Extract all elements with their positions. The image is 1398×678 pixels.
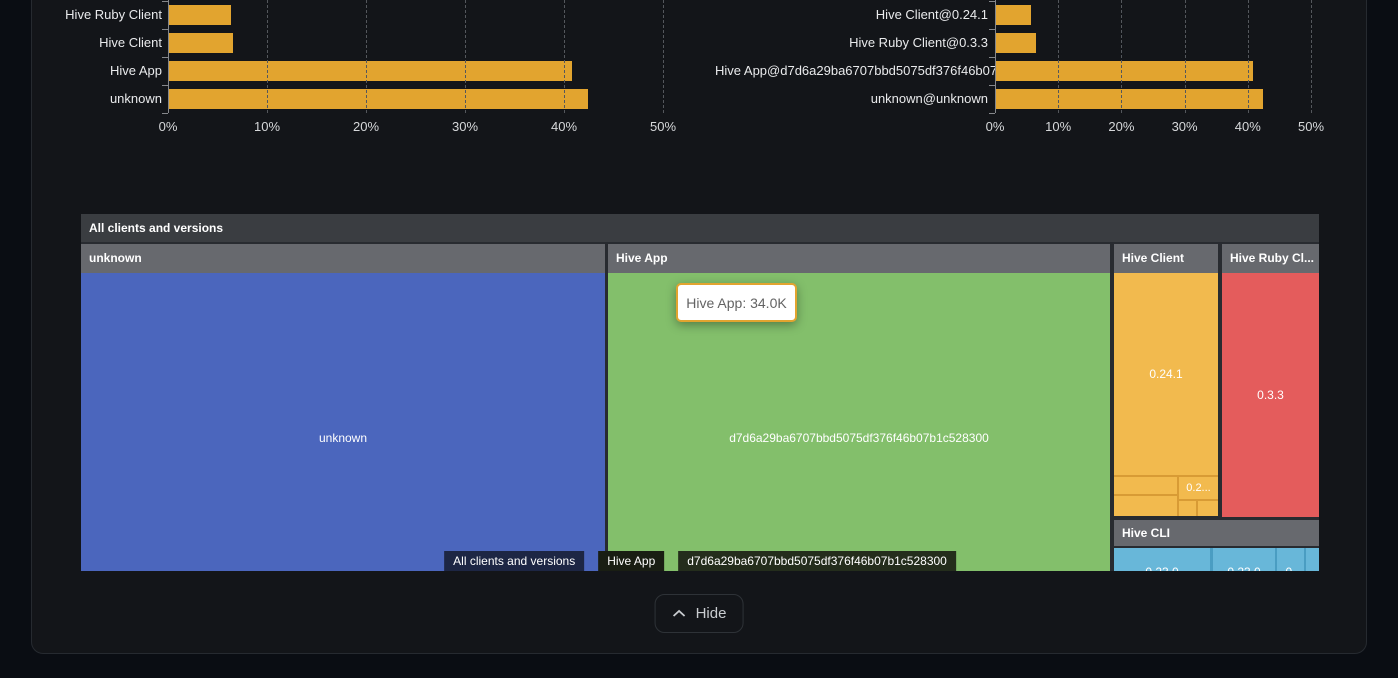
bar[interactable] — [169, 61, 572, 81]
y-axis-line — [995, 0, 996, 113]
treemap-section-header[interactable]: Hive CLI — [1114, 520, 1319, 546]
treemap-section-hive-app: Hive App d7d6a29ba6707bbd5075df376f46b07… — [608, 244, 1110, 571]
bar[interactable] — [996, 5, 1031, 25]
gridline — [564, 0, 565, 113]
x-tick-label: 30% — [451, 119, 479, 134]
category-label: Hive Client — [99, 35, 162, 50]
category-label: unknown@unknown — [870, 91, 988, 106]
bar[interactable] — [996, 61, 1253, 81]
treemap-section-hive-client: Hive Client 0.24.1 0.2... — [1114, 244, 1218, 516]
axis-tick — [989, 1, 995, 2]
treemap-section-unknown: unknown unknown — [81, 244, 605, 571]
treemap-cell-small[interactable] — [1179, 501, 1196, 516]
axis-tick — [162, 29, 168, 30]
bar[interactable] — [169, 33, 234, 53]
x-tick-label: 0% — [158, 119, 178, 134]
axis-tick — [162, 1, 168, 2]
chevron-right-icon — [585, 551, 597, 571]
x-tick-label: 10% — [1045, 119, 1072, 134]
x-tick-label: 40% — [1234, 119, 1261, 134]
axis-tick — [989, 57, 995, 58]
axis-tick — [989, 85, 995, 86]
x-tick-label: 30% — [1171, 119, 1198, 134]
treemap-cell-0230[interactable]: 0.23.0 — [1114, 548, 1210, 571]
category-label: unknown — [109, 91, 162, 106]
tooltip: Hive App: 34.0K — [676, 283, 797, 322]
breadcrumb: All clients and versions Hive App d7d6a2… — [444, 551, 956, 571]
x-tick-label: 0% — [985, 119, 1005, 134]
treemap-section-hive-ruby-client: Hive Ruby Cl... 0.3.3 — [1222, 244, 1319, 517]
bar[interactable] — [996, 89, 1263, 109]
treemap-level-header[interactable]: All clients and versions — [81, 214, 1319, 242]
x-tick-label: 50% — [1297, 119, 1325, 134]
gridline — [465, 0, 466, 113]
gridline — [1184, 0, 1186, 113]
treemap-section-header[interactable]: Hive Ruby Cl... — [1222, 244, 1319, 273]
axis-tick — [162, 57, 168, 58]
tooltip-text: Hive App: 34.0K — [686, 294, 787, 311]
plot-area: 0% 10% 20% 30% 40% 50% — [159, 0, 676, 140]
gridline — [267, 0, 268, 113]
treemap-section-hive-cli: Hive CLI 0.23.0 0.23.0 0. — [1114, 520, 1319, 571]
category-label: Hive App — [109, 63, 162, 78]
category-label: Hive Client@0.24.1 — [875, 7, 988, 22]
gridline — [1247, 0, 1249, 113]
gridline — [663, 0, 664, 113]
treemap-cell-hive-app-version[interactable]: d7d6a29ba6707bbd5075df376f46b07b1c528300 — [608, 273, 1110, 571]
x-tick-label: 20% — [1108, 119, 1135, 134]
clients-treemap: All clients and versions unknown unknown… — [81, 214, 1319, 571]
chevron-up-icon — [672, 609, 687, 618]
client-versions-bar-chart: Hive Client@0.24.1 Hive Ruby Client@0.3.3… — [715, 0, 1324, 140]
treemap-cell-033[interactable]: 0.3.3 — [1222, 273, 1319, 517]
axis-tick — [989, 113, 995, 114]
category-label: Hive Ruby Client — [65, 7, 162, 22]
category-label: Hive Ruby Client@0.3.3 — [849, 35, 988, 50]
y-axis-labels: Hive Client@0.24.1 Hive Ruby Client@0.3.3… — [715, 0, 1005, 140]
treemap-cell-unknown[interactable]: unknown — [81, 273, 605, 571]
treemap-cell-0230[interactable]: 0.23.0 — [1213, 548, 1275, 571]
breadcrumb-item-root[interactable]: All clients and versions — [444, 551, 585, 571]
x-tick-label: 50% — [649, 119, 677, 134]
treemap-cell-0241[interactable]: 0.24.1 — [1114, 273, 1218, 475]
chevron-right-icon — [665, 551, 677, 571]
treemap-hive-cli-body: 0.23.0 0.23.0 0. — [1114, 548, 1319, 571]
treemap-section-header[interactable]: Hive App — [608, 244, 1110, 273]
hide-button[interactable]: Hide — [654, 594, 744, 633]
axis-tick — [989, 29, 995, 30]
plot-area: 0% 10% 20% 30% 40% 50% — [986, 0, 1324, 140]
x-tick-label: 10% — [253, 119, 281, 134]
x-tick-label: 40% — [550, 119, 578, 134]
treemap-hive-client-body: 0.24.1 0.2... — [1114, 273, 1218, 516]
y-axis-labels: Hive Ruby Client Hive Client Hive App unkno… — [56, 0, 162, 140]
axis-tick — [162, 113, 168, 114]
treemap-cell-small[interactable] — [1114, 477, 1177, 494]
x-tick-label: 20% — [352, 119, 380, 134]
treemap-cell-02x[interactable]: 0.2... — [1179, 477, 1218, 499]
gridline — [366, 0, 367, 113]
treemap-cell-0x[interactable]: 0. — [1277, 548, 1304, 571]
treemap-section-header[interactable]: unknown — [81, 244, 605, 273]
breadcrumb-item-hive-app[interactable]: Hive App — [598, 551, 665, 571]
breadcrumb-item-version[interactable]: d7d6a29ba6707bbd5075df376f46b07b1c528300 — [678, 551, 956, 571]
gridline — [1121, 0, 1123, 113]
axis-tick — [162, 85, 168, 86]
gridline — [1311, 0, 1312, 113]
treemap-cell-small[interactable] — [1114, 496, 1177, 516]
bar[interactable] — [169, 5, 232, 25]
gridline — [1058, 0, 1060, 113]
treemap-cell-small[interactable] — [1198, 501, 1218, 516]
treemap-cell-small[interactable] — [1306, 548, 1319, 571]
category-label: Hive App@d7d6a29ba6707bbd5075df376f46b07… — [715, 63, 1005, 78]
bar[interactable] — [169, 89, 588, 109]
treemap-section-header[interactable]: Hive Client — [1114, 244, 1218, 273]
hide-button-label: Hide — [695, 605, 727, 622]
clients-bar-chart: Hive Ruby Client Hive Client Hive App unkno… — [56, 0, 676, 140]
y-axis-line — [168, 0, 169, 113]
bar[interactable] — [996, 33, 1036, 53]
